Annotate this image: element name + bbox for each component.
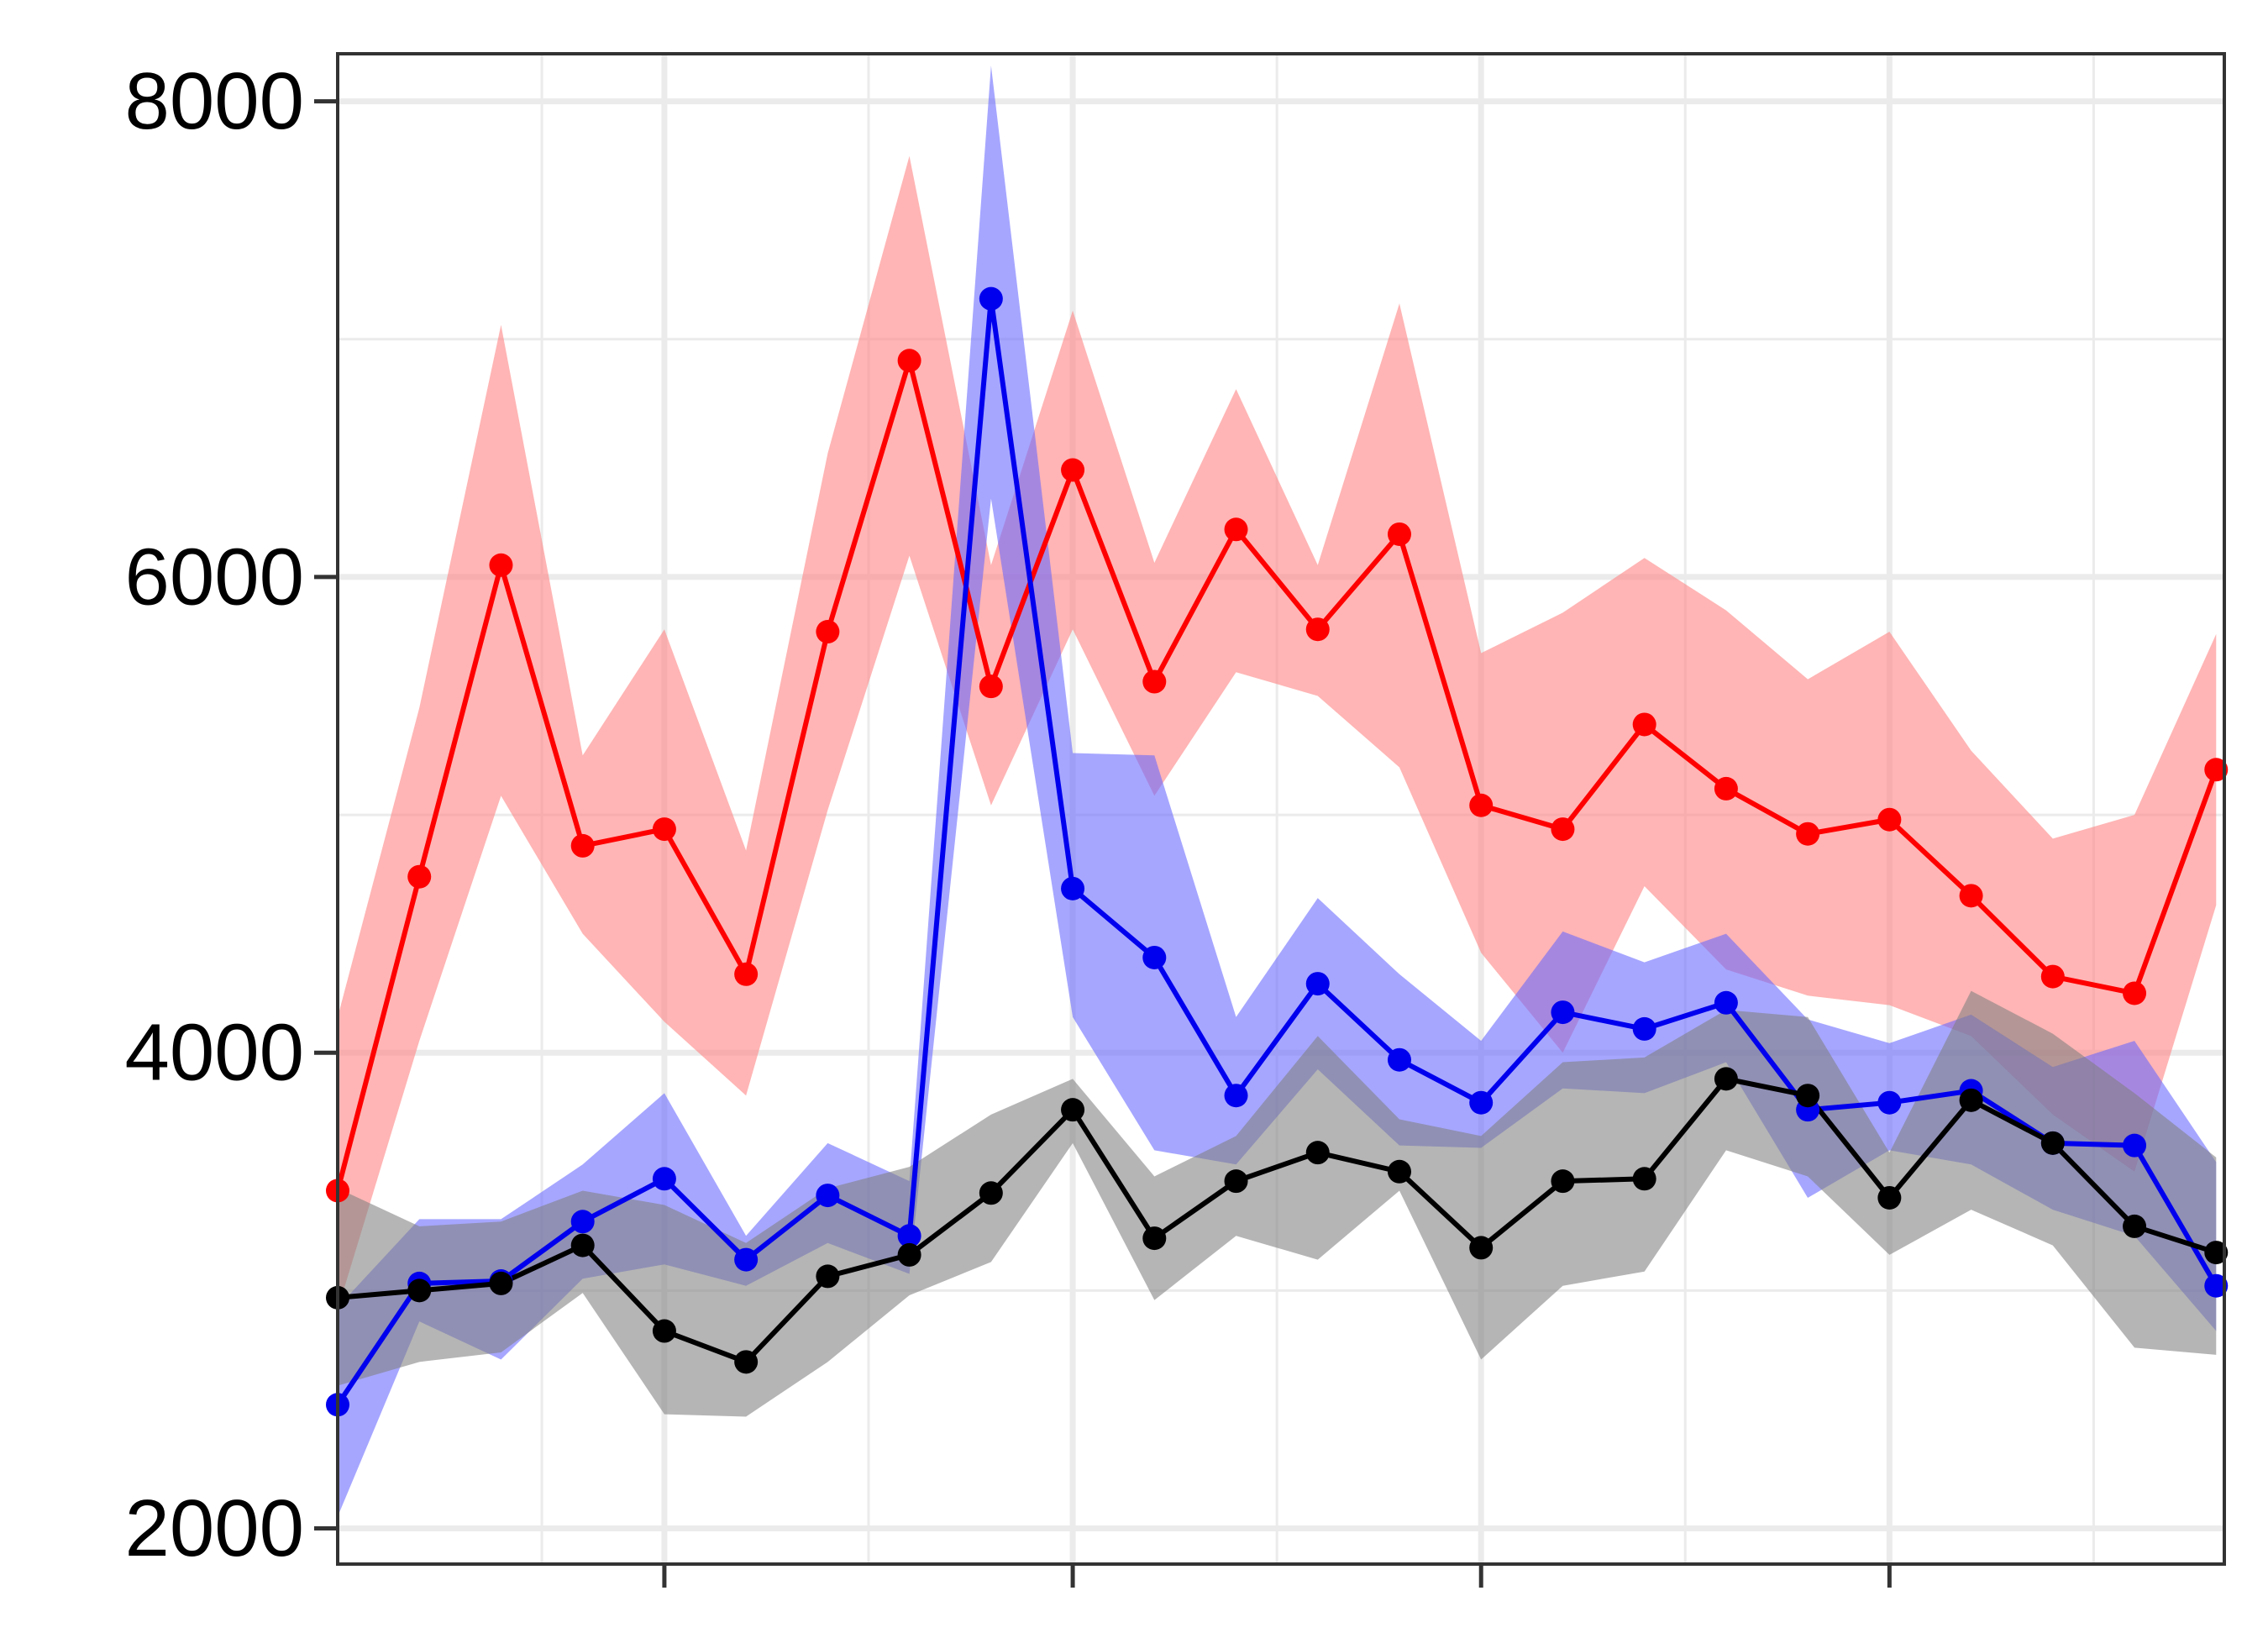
data-point [652, 1319, 676, 1343]
data-point [979, 286, 1003, 311]
y-tick-label: 6000 [124, 532, 304, 622]
y-tick-label: 2000 [124, 1483, 304, 1573]
series-line-0 [335, 358, 2219, 1192]
data-point [897, 349, 921, 373]
series-line-1 [335, 296, 2218, 1406]
data-point [1061, 876, 1085, 900]
data-point [570, 833, 595, 858]
data-point [1959, 1088, 1983, 1112]
data-point [2123, 1214, 2147, 1238]
data-point [652, 817, 676, 842]
data-point [652, 1167, 676, 1191]
data-point [2204, 1273, 2229, 1298]
data-point [570, 1233, 595, 1257]
data-point [2123, 1133, 2147, 1158]
data-point [1714, 990, 1738, 1015]
data-point [1877, 807, 1902, 832]
data-point [1469, 1090, 1494, 1115]
data-point [1877, 1090, 1902, 1115]
data-point [734, 962, 759, 986]
data-point [816, 1184, 840, 1208]
data-point [1714, 1067, 1738, 1091]
data-point [1877, 1185, 1902, 1210]
data-point [1796, 1084, 1820, 1108]
data-point [1305, 972, 1330, 996]
plot-border [336, 52, 2226, 1566]
data-point [2204, 758, 2229, 782]
data-point [1142, 1226, 1167, 1251]
data-point [2040, 964, 2065, 989]
data-point [816, 620, 840, 644]
data-point [1061, 1098, 1085, 1122]
data-point [1387, 522, 1411, 546]
data-point [897, 1224, 921, 1248]
data-point [897, 1242, 921, 1267]
data-point [407, 864, 432, 889]
data-point [1224, 1084, 1248, 1108]
data-point [1142, 945, 1167, 969]
data-point [1305, 617, 1330, 642]
data-point [1551, 817, 1575, 842]
data-point [734, 1350, 759, 1374]
data-point [570, 1210, 595, 1234]
data-point [1632, 712, 1656, 737]
data-point [1305, 1141, 1330, 1165]
data-point [1387, 1159, 1411, 1184]
data-point [1469, 793, 1494, 817]
data-point [489, 553, 513, 577]
data-point [1224, 517, 1248, 542]
data-point [407, 1278, 432, 1303]
data-point [1224, 1169, 1248, 1194]
data-point [816, 1264, 840, 1289]
data-point [2123, 981, 2147, 1005]
data-point [1551, 1169, 1575, 1194]
data-point [1796, 822, 1820, 846]
y-tick-label: 8000 [124, 56, 304, 146]
data-point [979, 675, 1003, 699]
data-point [2204, 1241, 2229, 1265]
axes: 2000 4000 6000 8000 [124, 56, 1892, 1588]
data-point [979, 1181, 1003, 1205]
confidence-bands [338, 66, 2217, 1517]
data-point [1959, 884, 1983, 908]
data-point [1632, 1167, 1656, 1191]
data-point [1632, 1016, 1656, 1041]
data-point [1469, 1236, 1494, 1260]
data-point [1142, 669, 1167, 694]
data-point [1551, 1000, 1575, 1025]
data-point [1387, 1047, 1411, 1072]
series-lines [335, 296, 2219, 1406]
data-point [1714, 776, 1738, 801]
series-line-2 [337, 1076, 2218, 1365]
confidence-band-0 [338, 155, 2217, 1310]
data-point [1061, 458, 1085, 482]
data-point [2040, 1131, 2065, 1155]
series-points [326, 286, 2229, 1417]
confidence-band-2 [338, 990, 2217, 1417]
y-tick-label: 4000 [124, 1008, 304, 1098]
data-point [734, 1247, 759, 1272]
data-point [489, 1271, 513, 1295]
